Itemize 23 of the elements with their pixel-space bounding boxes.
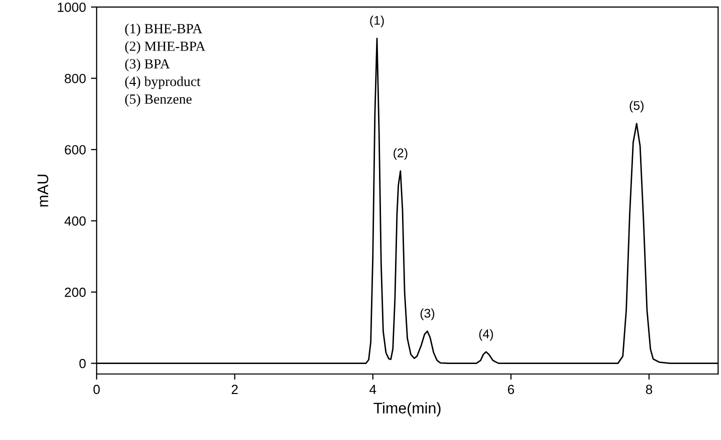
- y-tick-label: 600: [64, 145, 86, 154]
- x-tick-label: 4: [369, 384, 376, 394]
- y-tick-label: 800: [64, 74, 86, 84]
- x-tick-label: 8: [646, 384, 652, 394]
- x-axis-title: Time(min): [374, 402, 441, 417]
- annotation: (4) byproduct: [125, 76, 200, 90]
- annotation: (2) MHE-BPA: [125, 41, 206, 54]
- x-tick-label: 6: [508, 384, 514, 394]
- annotation: (1) BHE-BPA: [125, 24, 202, 36]
- y-axis-title: mAU: [38, 174, 48, 206]
- annotation: (3) BPA: [125, 58, 170, 72]
- y-tick-label: 200: [64, 288, 86, 297]
- x-tick-label: 2: [232, 384, 238, 394]
- y-tick-label: 1000: [58, 2, 86, 12]
- annotation: (5) Benzene: [125, 94, 192, 107]
- y-tick-label: 0: [79, 358, 86, 368]
- annotation: (2): [394, 148, 408, 160]
- annotation: (3): [420, 308, 434, 320]
- annotation: (4): [479, 329, 493, 341]
- y-tick-label: 400: [64, 216, 86, 226]
- annotation: (1): [370, 16, 384, 28]
- annotation: (5): [630, 100, 644, 112]
- x-tick-label: 0: [93, 384, 100, 394]
